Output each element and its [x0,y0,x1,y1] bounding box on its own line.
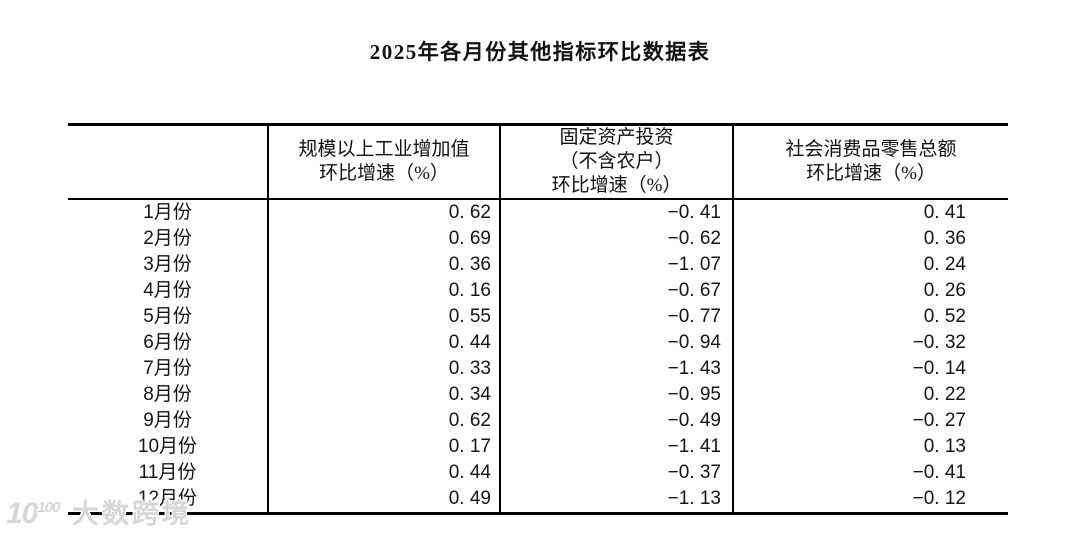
retail-value-cell: −0. 32 [732,330,1008,356]
retail-value-cell: −0. 14 [732,356,1008,382]
table-row: 6月份 0. 44 −0. 94 −0. 32 [68,330,1008,356]
table-header-row: 规模以上工业增加值 环比增速（%） 固定资产投资 （不含农户） 环比增速（%） … [68,124,1008,200]
investment-value-cell: −1. 07 [499,252,733,278]
watermark-brand-text: 大数跨境 [71,499,192,529]
investment-value-cell: −0. 41 [499,199,733,226]
table-row: 9月份 0. 62 −0. 49 −0. 27 [68,408,1008,434]
month-cell: 5月份 [143,306,192,327]
investment-value-cell: −0. 77 [499,304,733,330]
month-cell: 3月份 [143,254,192,275]
month-cell: 8月份 [143,384,192,405]
watermark: 10100 大数跨境 [6,492,192,531]
investment-value-cell: −0. 94 [499,330,733,356]
header-fixed-investment-growth: 固定资产投资 （不含农户） 环比增速（%） [499,124,733,200]
retail-value-cell: 0. 36 [732,226,1008,252]
month-cell: 11月份 [138,462,197,483]
investment-value-cell: −0. 37 [499,460,733,486]
monthly-indicators-table: 规模以上工业增加值 环比增速（%） 固定资产投资 （不含农户） 环比增速（%） … [68,123,1008,515]
table-row: 10月份 0. 17 −1. 41 0. 13 [68,434,1008,460]
retail-value-cell: 0. 41 [732,199,1008,226]
investment-value-cell: −0. 62 [499,226,733,252]
industrial-value-cell: 0. 16 [267,278,500,304]
industrial-value-cell: 0. 44 [267,460,500,486]
investment-value-cell: −1. 13 [499,486,733,514]
industrial-value-cell: 0. 62 [267,408,500,434]
month-cell: 9月份 [143,410,192,431]
month-cell: 4月份 [143,280,192,301]
retail-value-cell: −0. 41 [732,460,1008,486]
industrial-value-cell: 0. 62 [267,199,500,226]
industrial-value-cell: 0. 69 [267,226,500,252]
header-industrial-growth: 规模以上工业增加值 环比增速（%） [267,124,500,200]
month-cell: 12月份 [137,488,198,509]
investment-value-cell: −0. 49 [499,408,733,434]
industrial-value-cell: 0. 36 [267,252,500,278]
table-row: 3月份 0. 36 −1. 07 0. 24 [68,252,1008,278]
retail-value-cell: 0. 24 [732,252,1008,278]
month-cell: 6月份 [143,332,192,353]
header-retail-sales-growth: 社会消费品零售总额 环比增速（%） [732,124,1008,200]
industrial-value-cell: 0. 17 [267,434,500,460]
table-row: 5月份 0. 55 −0. 77 0. 52 [68,304,1008,330]
retail-value-cell: 0. 52 [732,304,1008,330]
industrial-value-cell: 0. 34 [267,382,500,408]
retail-value-cell: 0. 26 [732,278,1008,304]
retail-value-cell: −0. 27 [732,408,1008,434]
retail-value-cell: 0. 22 [732,382,1008,408]
month-cell: 7月份 [143,358,192,379]
industrial-value-cell: 0. 55 [267,304,500,330]
table-row: 8月份 0. 34 −0. 95 0. 22 [68,382,1008,408]
page-title: 2025年各月份其他指标环比数据表 [369,40,711,64]
industrial-value-cell: 0. 49 [267,486,500,514]
investment-value-cell: −0. 67 [499,278,733,304]
table-row: 1月份 0. 62 −0. 41 0. 41 [68,199,1008,226]
table-row: 12月份 0. 49 −1. 13 −0. 12 [68,486,1008,514]
watermark-logo-icon: 10100 [6,497,60,530]
table-row: 2月份 0. 69 −0. 62 0. 36 [68,226,1008,252]
industrial-value-cell: 0. 44 [267,330,500,356]
header-month [68,124,268,200]
investment-value-cell: −1. 43 [499,356,733,382]
retail-value-cell: 0. 13 [732,434,1008,460]
month-cell: 2月份 [143,228,192,249]
retail-value-cell: −0. 12 [732,486,1008,514]
investment-value-cell: −1. 41 [499,434,733,460]
industrial-value-cell: 0. 33 [267,356,500,382]
month-cell: 1月份 [143,202,192,223]
investment-value-cell: −0. 95 [499,382,733,408]
month-cell: 10月份 [137,436,198,457]
table-row: 11月份 0. 44 −0. 37 −0. 41 [68,460,1008,486]
table-row: 4月份 0. 16 −0. 67 0. 26 [68,278,1008,304]
table-row: 7月份 0. 33 −1. 43 −0. 14 [68,356,1008,382]
